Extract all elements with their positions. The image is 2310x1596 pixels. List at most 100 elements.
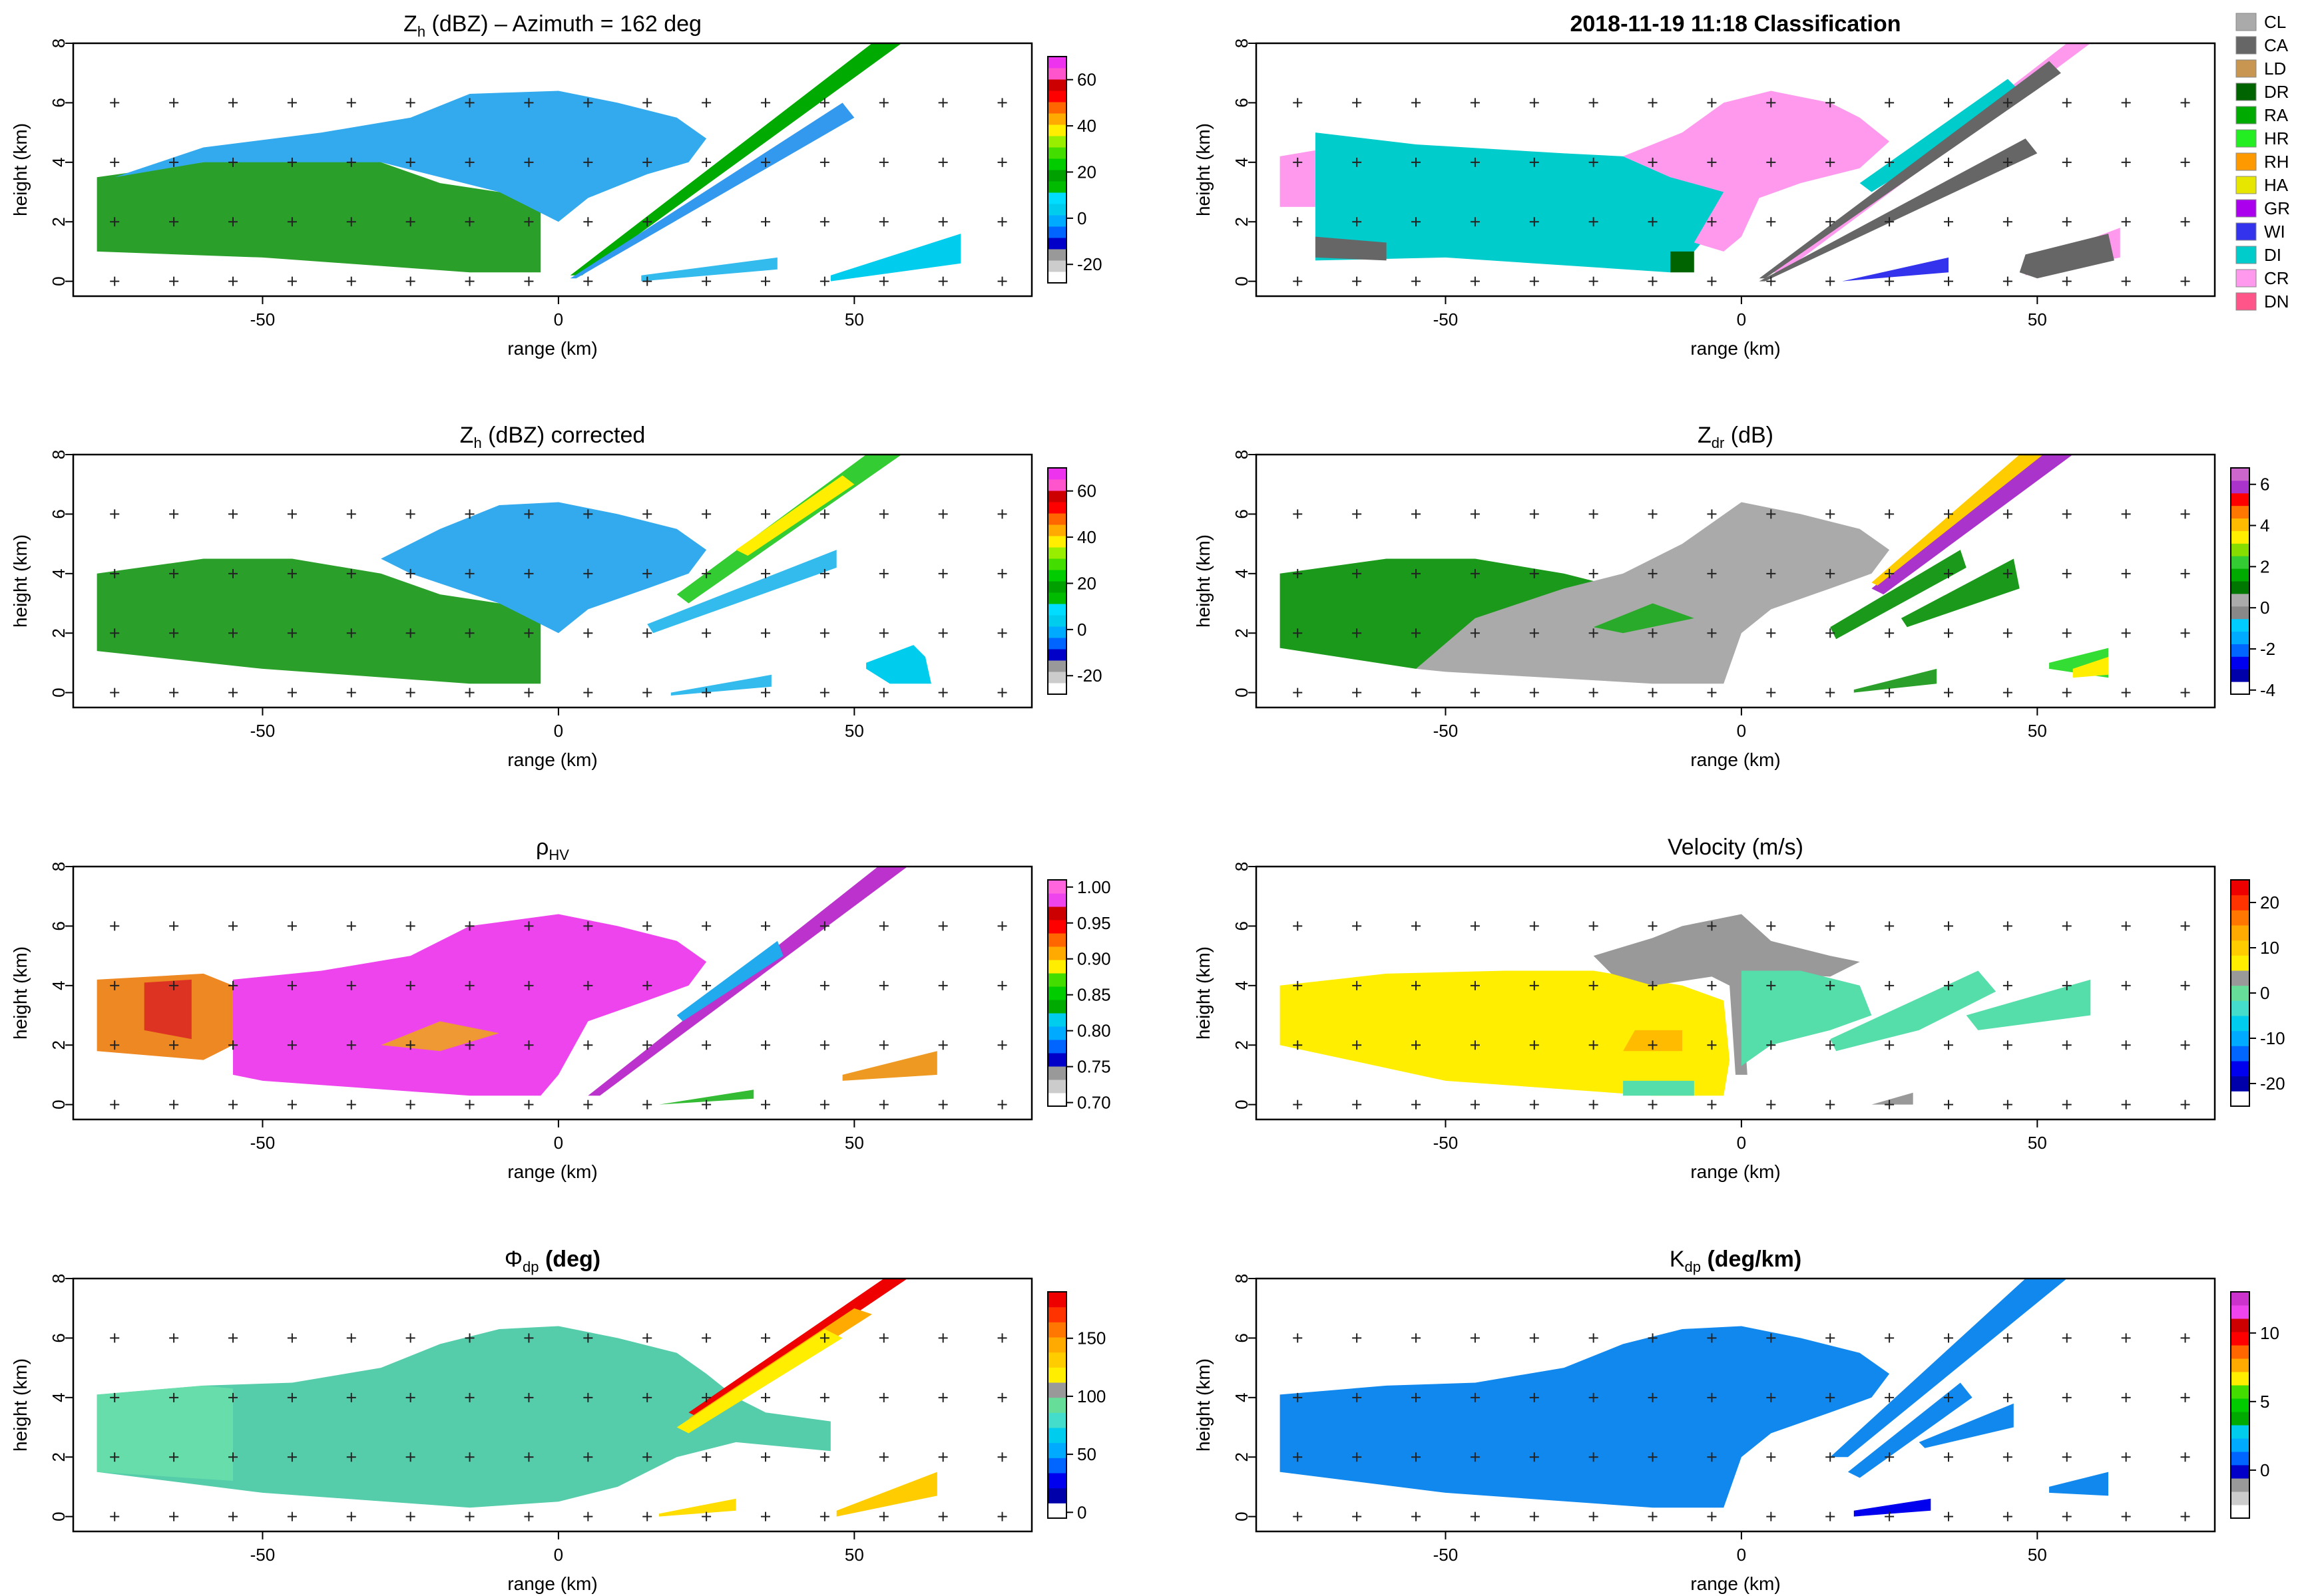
grid-plus (1825, 921, 1835, 931)
grid-plus (1588, 688, 1598, 698)
y-axis-label: height (km) (10, 123, 31, 216)
grid-plus (465, 688, 475, 698)
x-tick-label: 0 (1737, 721, 1746, 741)
plot-frame (72, 1277, 1033, 1533)
grid-plus (702, 157, 712, 167)
x-tick-label: 0 (554, 1133, 563, 1153)
legend-swatch (2235, 222, 2257, 241)
grid-plus (1293, 276, 1303, 286)
colorbar-step (1048, 1322, 1066, 1338)
region-clutter-low (1315, 236, 1387, 261)
grid-plus (405, 276, 415, 286)
y-tick-label: 2 (49, 1040, 69, 1050)
x-tick-label: 50 (2028, 1133, 2047, 1153)
region-teal-beam (1830, 970, 1996, 1052)
grid-plus (1352, 688, 1362, 698)
grid-plus (2180, 1040, 2190, 1050)
grid-plus (1529, 1452, 1539, 1462)
grid-plus (1944, 628, 1953, 638)
x-tick-label: 50 (845, 1133, 864, 1153)
grid-plus (465, 217, 475, 227)
grid-plus (405, 157, 415, 167)
grid-plus (1470, 921, 1480, 931)
panel-rhohv: -50 0 50 0 2 4 6 8 range (km) height (km) ρHV 1.00 0… (10, 835, 1111, 1182)
grid-plus (2002, 688, 2012, 698)
grid-plus (228, 1099, 238, 1109)
colorbar-step (2231, 480, 2249, 494)
colorbar-step (1048, 581, 1066, 593)
grid-plus (1470, 1452, 1480, 1462)
legend-label: CL (2264, 12, 2286, 32)
colorbar-step (1048, 68, 1066, 80)
colorbar-step (1048, 1026, 1066, 1040)
grid-plus (1411, 980, 1421, 990)
grid-plus (346, 1392, 356, 1402)
y-tick-label: 4 (49, 158, 69, 167)
legend-swatch (2235, 199, 2257, 218)
colorbar-step (1048, 570, 1066, 582)
colorbar-tick-label: -20 (1077, 254, 1102, 274)
grid-plus (2121, 921, 2131, 931)
legend-swatch (2235, 36, 2257, 55)
data-layer (1279, 43, 2120, 282)
data-layer (97, 455, 931, 696)
region-far-right (2049, 1472, 2108, 1496)
legend-label: RH (2264, 152, 2289, 172)
colorbar-step (2231, 618, 2249, 632)
colorbar-step (2231, 568, 2249, 582)
grid-plus (1944, 980, 1953, 990)
colorbar-step (1048, 215, 1066, 227)
grid-plus (287, 980, 297, 990)
grid-plus (938, 217, 948, 227)
colorbar-step (2231, 880, 2249, 896)
grid-plus (228, 98, 238, 108)
colorbar-step (2231, 1372, 2249, 1386)
grid-plus (1885, 980, 1895, 990)
grid-plus (1707, 980, 1717, 990)
grid-plus (1707, 1452, 1717, 1462)
colorbar-step (1048, 1093, 1066, 1107)
grid-plus (346, 980, 356, 990)
grid-plus (997, 568, 1007, 578)
grid-plus (2062, 1040, 2072, 1050)
grid-plus (228, 568, 238, 578)
colorbar-step (2231, 556, 2249, 569)
grid-plus (169, 628, 179, 638)
colorbar-tick-label: 60 (1077, 70, 1096, 90)
grid-plus (287, 628, 297, 638)
grid-plus (583, 1452, 593, 1462)
grid-plus (2062, 1452, 2072, 1462)
y-tick-label: 0 (1232, 1511, 1252, 1521)
grid-plus (642, 1511, 652, 1521)
colorbar-step (1048, 1053, 1066, 1067)
x-tick-label: 0 (1737, 1133, 1746, 1153)
grid-plus (1707, 157, 1717, 167)
grid-plus (2121, 1452, 2131, 1462)
panel-title: 2018-11-19 11:18 Classification (1570, 11, 1901, 37)
x-tick-label: 0 (554, 1545, 563, 1565)
grid-plus (761, 98, 770, 108)
colorbar-step (1048, 1503, 1066, 1519)
grid-plus (169, 1099, 179, 1109)
grid-plus (2180, 98, 2190, 108)
y-tick-label: 6 (1232, 921, 1252, 930)
colorbar-step (1048, 672, 1066, 684)
grid-markers (1293, 509, 2190, 698)
x-tick-label: 50 (845, 1545, 864, 1565)
x-tick-label: -50 (1433, 1133, 1459, 1153)
grid-plus (1885, 1452, 1895, 1462)
y-tick-label: 8 (49, 1274, 69, 1283)
grid-plus (2180, 1392, 2190, 1402)
grid-plus (1529, 980, 1539, 990)
grid-plus (2121, 568, 2131, 578)
grid-plus (1825, 1392, 1835, 1402)
plot-frame (72, 453, 1033, 709)
region-wet-ice-strip (1842, 257, 1949, 282)
grid-plus (169, 1040, 179, 1050)
colorbar-tick-label: 6 (2260, 475, 2269, 495)
colorbar-step (2231, 1438, 2249, 1452)
grid-plus (2180, 1099, 2190, 1109)
grid-plus (1944, 1392, 1953, 1402)
grid-plus (1411, 1099, 1421, 1109)
grid-plus (1588, 1452, 1598, 1462)
